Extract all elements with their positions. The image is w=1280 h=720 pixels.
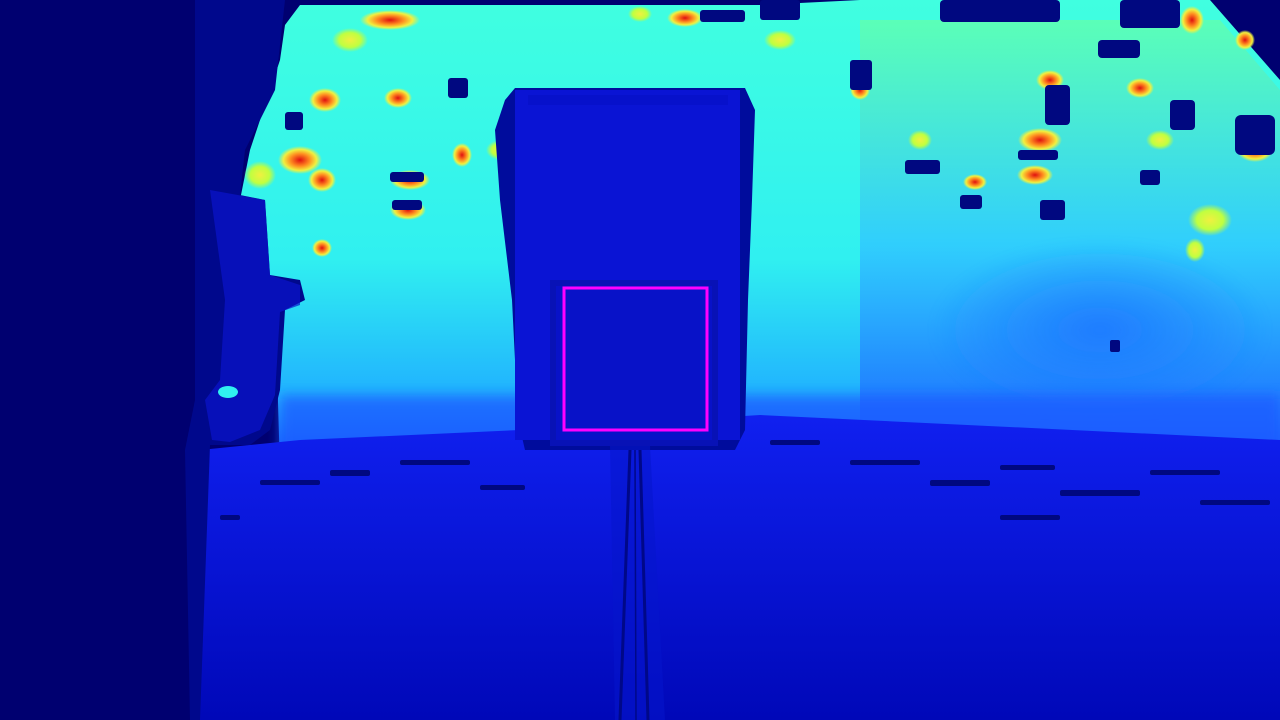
floor-seam-speckles [220, 440, 1270, 520]
floor-pole [610, 446, 665, 720]
wall-region [240, 0, 1280, 470]
wall-hotspots [244, 6, 1273, 262]
left-foreground-object [185, 0, 305, 720]
inner-box [550, 280, 718, 446]
wall-holes [285, 0, 1275, 352]
selection-bounding-box [562, 286, 709, 432]
floor-region [190, 415, 1280, 720]
